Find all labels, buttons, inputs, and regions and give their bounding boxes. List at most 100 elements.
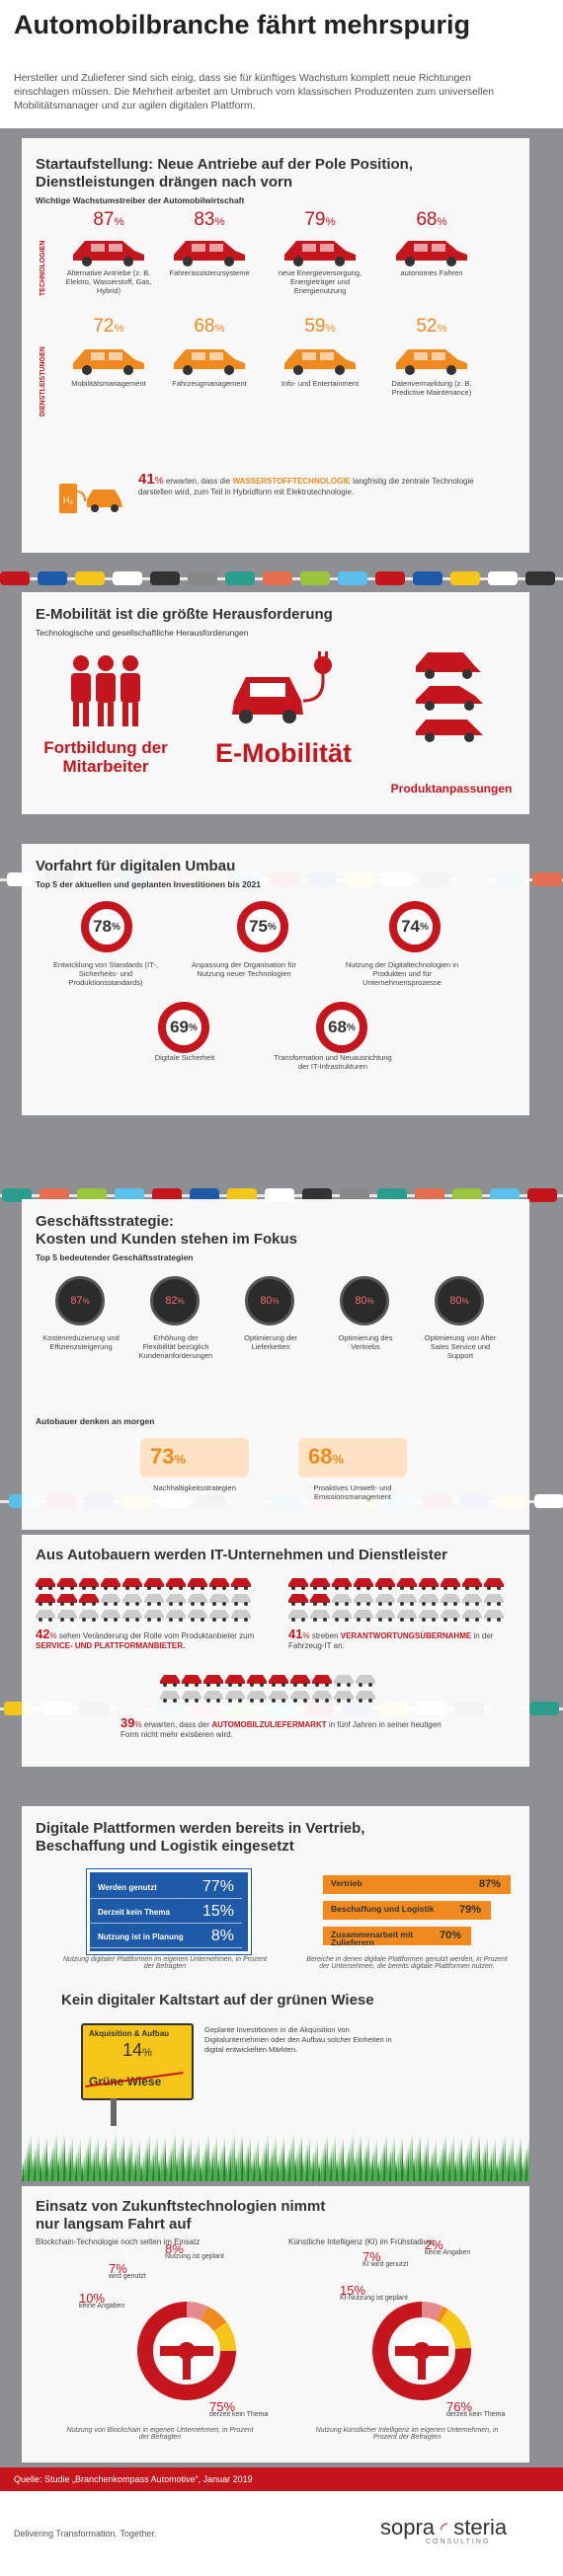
car-icon: [413, 571, 442, 585]
sign-pct: 14%: [122, 2040, 152, 2060]
ev-charging-icon: [224, 651, 343, 730]
car-icon: [166, 1610, 186, 1622]
car-icon: [182, 1675, 201, 1687]
car-icon: [203, 1691, 223, 1703]
car-icon: [300, 571, 330, 585]
car-icon: [375, 571, 405, 585]
section-title-line1: Geschäftsstrategie:: [36, 1213, 175, 1230]
footer: Quelle: Studie „Branchenkompass Automoti…: [0, 2467, 563, 2576]
service-label: Mobilitätsmanagement: [71, 379, 146, 388]
car-icon: [247, 1691, 267, 1703]
car-icon: [488, 571, 518, 585]
platform-area-row: Zusammenarbeit mit Zulieferern 70%: [323, 1927, 471, 1946]
section-title: E-Mobilität ist die größte Herausforderu…: [36, 606, 333, 623]
car-icon: [225, 1691, 245, 1703]
wheel-label: 76% derzeit kein Thema: [446, 2399, 506, 2418]
section-growth-drivers: Startaufstellung: Neue Antriebe auf der …: [22, 138, 529, 553]
green-field-sign: Akquisition & Aufbau 14% Grüne Wiese: [81, 2023, 194, 2100]
car-icon: [144, 1594, 164, 1606]
car-icon: [290, 1675, 310, 1687]
challenge-products: Produktanpassungen: [390, 782, 513, 796]
platform-usage-pct: 8%: [210, 1928, 234, 1944]
car-icon: [57, 1610, 77, 1622]
cold-start-title: Kein digitaler Kaltstart auf der grünen …: [61, 1992, 374, 2008]
investment-label: Digitale Sicherheit: [154, 1053, 215, 1062]
car-icon: [122, 1594, 142, 1606]
car-icon: [166, 1578, 186, 1590]
car-icon: [190, 1188, 219, 1202]
platform-usage-pct: 15%: [201, 1903, 234, 1920]
car-icon: [281, 233, 360, 266]
car-icon: [419, 1578, 439, 1590]
car-icon: [231, 1578, 251, 1590]
blockchain-title: Blockchain-Technologie noch selten im Ei…: [36, 2237, 201, 2246]
platform-area-pct: 79%: [458, 1904, 481, 1916]
car-icon: [419, 1610, 439, 1622]
car-icon: [69, 341, 148, 375]
hydrogen-pct: 41: [138, 471, 155, 488]
service-label: Fahrzeugmanagement: [172, 379, 247, 388]
investment-ring: 68%: [316, 1002, 367, 1053]
responsibility-note: 41% streben VERANTWORTUNGSÜBERNAHME in d…: [288, 1627, 494, 1650]
car-icon: [150, 571, 180, 585]
car-icon: [354, 1610, 373, 1622]
car-icon: [312, 1691, 332, 1703]
car-icon: [209, 1610, 229, 1622]
tech-label: Fahrerassistenzsysteme: [169, 268, 250, 277]
section-title: Aus Autobauern werden IT-Unternehmen und…: [36, 1547, 447, 1563]
section-business-strategy: Geschäftsstrategie: Kosten und Kunden st…: [22, 1199, 529, 1530]
service-provider-note: 42% sehen Veränderung der Rolle vom Prod…: [36, 1627, 255, 1650]
car-icon: [101, 1578, 121, 1590]
car-icons-right: [288, 1574, 516, 1624]
car-icon: [334, 1675, 354, 1687]
tech-label: Alternative Antriebe (z. B. Elektro, Was…: [65, 268, 152, 295]
strategy-label: Kostenreduzierung und Effizienzsteigerun…: [42, 1333, 120, 1351]
sign-label: Akquisition & Aufbau: [89, 2029, 170, 2038]
cold-start-text: Geplante Investitionen in die Akquisitio…: [204, 2025, 392, 2054]
car-icon: [419, 1594, 439, 1606]
car-icon: [122, 1578, 142, 1590]
section-title-line1: Startaufstellung: Neue Antriebe auf der …: [36, 156, 413, 173]
car-icon: [397, 1578, 417, 1590]
intro-text: Hersteller und Zulieferer sind sich eini…: [14, 72, 495, 112]
car-icon: [302, 1188, 332, 1202]
car-icon: [188, 1578, 207, 1590]
future-gauge: 68%: [298, 1438, 407, 1477]
investment-label: Nutzung der Digitaltechnologien in Produ…: [345, 960, 459, 987]
car-icon: [415, 1188, 444, 1202]
challenge-e-mobility: E-Mobilität: [215, 738, 352, 768]
label-technologien: TECHNOLOGIEN: [40, 240, 46, 296]
car-icon: [397, 1594, 417, 1606]
car-icon: [122, 1610, 142, 1622]
car-icon: [160, 1691, 180, 1703]
car-icon: [225, 571, 255, 585]
car-icon: [452, 1188, 482, 1202]
car-icon: [101, 1610, 121, 1622]
car-icon: [375, 1578, 395, 1590]
car-variants-icon: [412, 646, 491, 745]
car-icon: [288, 1594, 308, 1606]
future-label: Proaktives Umwelt- und Emissionsmanageme…: [313, 1483, 392, 1501]
gauge: 87%: [55, 1276, 105, 1326]
wheel-label: 75% derzeit kein Thema: [209, 2399, 269, 2418]
service-label: Info- und Entertainment: [281, 379, 360, 388]
car-icon: [332, 1610, 352, 1622]
tech-label: neue Energieversorgung, Energieträger un…: [278, 268, 362, 295]
car-icon: [441, 1578, 460, 1590]
car-icon: [75, 571, 105, 585]
car-icon: [310, 1594, 330, 1606]
platform-usage-row: Werden genutzt 77%: [90, 1878, 242, 1899]
wheel-label: 7% wird genutzt: [109, 2261, 146, 2280]
car-icon: [490, 1188, 520, 1202]
future-title: Autobauer denken an morgen: [36, 1416, 155, 1426]
tagline: Delivering Transformation. Together.: [14, 2529, 157, 2538]
investment-label: Entwicklung von Standards (IT-, Sicherhe…: [53, 960, 158, 987]
platform-areas-caption: Bereiche in denen digitale Plattformen g…: [306, 1956, 508, 1970]
car-icon: [57, 1578, 77, 1590]
car-icon: [332, 1578, 352, 1590]
strategy-label: Optimierung des Vertriebs: [338, 1333, 393, 1351]
car-icon: [79, 1594, 99, 1606]
car-icon: [79, 1610, 99, 1622]
source-bar: Quelle: Studie „Branchenkompass Automoti…: [0, 2467, 563, 2491]
section-subtitle: Wichtige Wachstumstreiber der Automobilw…: [36, 195, 245, 205]
